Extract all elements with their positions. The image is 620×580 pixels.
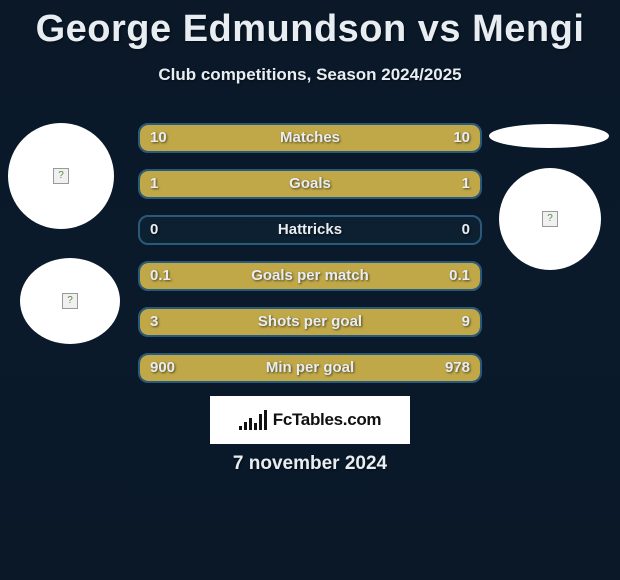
placeholder-icon: ? bbox=[542, 211, 558, 227]
stat-label: Goals per match bbox=[140, 263, 480, 289]
stat-label: Shots per goal bbox=[140, 309, 480, 335]
page-title: George Edmundson vs Mengi bbox=[0, 0, 620, 51]
stat-label: Hattricks bbox=[140, 217, 480, 243]
stat-label: Min per goal bbox=[140, 355, 480, 381]
decor-ellipse bbox=[489, 124, 609, 148]
stats-container: 1010Matches 11Goals 00Hattricks 0.10.1Goals… bbox=[138, 123, 482, 399]
stat-row: 900978Min per goal bbox=[138, 353, 482, 383]
logo: FcTables.com bbox=[210, 396, 410, 444]
stat-row: 1010Matches bbox=[138, 123, 482, 153]
subtitle: Club competitions, Season 2024/2025 bbox=[0, 65, 620, 85]
logo-bars-icon bbox=[239, 410, 267, 430]
placeholder-icon: ? bbox=[62, 293, 78, 309]
avatar-circle-left-top: ? bbox=[8, 123, 114, 229]
stat-row: 11Goals bbox=[138, 169, 482, 199]
logo-text: FcTables.com bbox=[273, 410, 382, 430]
stat-row: 39Shots per goal bbox=[138, 307, 482, 337]
stat-row: 0.10.1Goals per match bbox=[138, 261, 482, 291]
stat-row: 00Hattricks bbox=[138, 215, 482, 245]
placeholder-icon: ? bbox=[53, 168, 69, 184]
stat-label: Goals bbox=[140, 171, 480, 197]
date-label: 7 november 2024 bbox=[0, 453, 620, 475]
avatar-circle-left-bottom: ? bbox=[20, 258, 120, 344]
avatar-circle-right: ? bbox=[499, 168, 601, 270]
stat-label: Matches bbox=[140, 125, 480, 151]
